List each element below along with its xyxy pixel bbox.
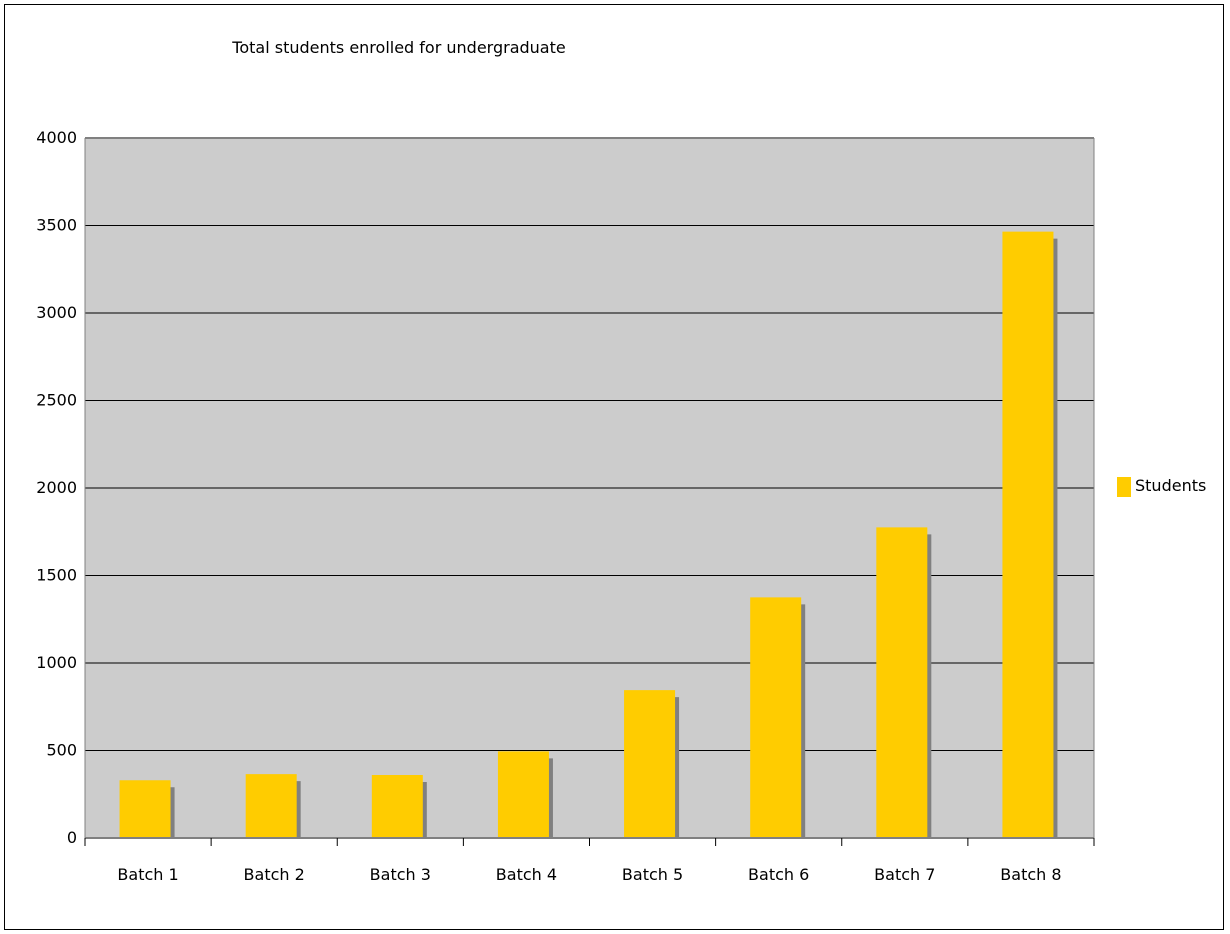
bar-batch-6 <box>750 597 802 838</box>
x-tick-label: Batch 2 <box>244 865 305 884</box>
y-tick-label: 3000 <box>36 303 77 322</box>
bar-batch-7 <box>876 527 928 838</box>
bar-batch-4 <box>497 751 549 838</box>
x-tick-label: Batch 5 <box>622 865 683 884</box>
y-tick-label: 2500 <box>36 391 77 410</box>
y-tick-label: 500 <box>46 741 77 760</box>
y-tick-label: 2000 <box>36 478 77 497</box>
legend-swatch <box>1117 477 1131 497</box>
x-tick-label: Batch 4 <box>496 865 557 884</box>
x-tick-label: Batch 7 <box>874 865 935 884</box>
y-tick-label: 3500 <box>36 216 77 235</box>
bar-chart: Total students enrolled for undergraduat… <box>36 38 1206 884</box>
x-tick-label: Batch 1 <box>117 865 178 884</box>
chart-frame: Total students enrolled for undergraduat… <box>4 4 1224 930</box>
bar-batch-2 <box>245 774 297 838</box>
x-tick-label: Batch 6 <box>748 865 809 884</box>
bar-batch-5 <box>624 690 676 838</box>
x-tick-label: Batch 8 <box>1000 865 1061 884</box>
y-tick-label: 1000 <box>36 653 77 672</box>
plot-area: 0 500 1000 1500 2000 2500 3000 3500 4000 Batch 1 B… <box>36 128 1095 884</box>
bar-batch-8 <box>1002 231 1054 838</box>
legend-label: Students <box>1135 476 1206 495</box>
y-tick-label: 1500 <box>36 566 77 585</box>
legend: Students <box>1117 476 1206 497</box>
y-tick-label: 4000 <box>36 128 77 147</box>
bar-batch-3 <box>371 775 423 838</box>
chart-title: Total students enrolled for undergraduat… <box>231 38 565 57</box>
y-tick-label: 0 <box>67 828 77 847</box>
x-tick-label: Batch 3 <box>370 865 431 884</box>
bar-batch-1 <box>119 780 171 838</box>
